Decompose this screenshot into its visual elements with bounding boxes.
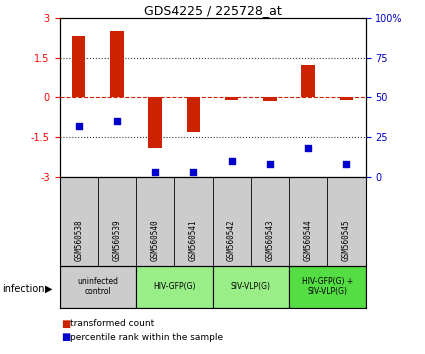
Bar (225, 97, 238, 100)
Point (343, 161, 350, 167)
Point (75, 123, 82, 129)
Text: SIV-VLP(G): SIV-VLP(G) (231, 282, 271, 291)
Text: HIV-GFP(G) +
SIV-VLP(G): HIV-GFP(G) + SIV-VLP(G) (302, 277, 353, 296)
Text: GSM560544: GSM560544 (303, 219, 313, 261)
Bar (72, 36, 85, 97)
Point (228, 158, 235, 164)
Bar (340, 97, 353, 100)
Text: GSM560539: GSM560539 (112, 219, 122, 261)
Text: ■: ■ (62, 319, 71, 329)
Bar (187, 97, 200, 132)
Text: infection: infection (2, 284, 45, 293)
Bar (148, 97, 162, 148)
Text: ■: ■ (62, 332, 71, 342)
Bar (263, 97, 277, 101)
Bar (60, 266, 136, 308)
Text: GSM560538: GSM560538 (74, 219, 83, 261)
Text: uninfected
control: uninfected control (77, 277, 118, 296)
Text: GSM560542: GSM560542 (227, 219, 236, 261)
Text: GSM560543: GSM560543 (265, 219, 275, 261)
Point (266, 161, 273, 167)
Point (113, 119, 120, 124)
Point (152, 170, 159, 175)
Text: GSM560541: GSM560541 (189, 219, 198, 261)
Bar (212, 266, 289, 308)
Point (190, 170, 197, 175)
Text: GSM560540: GSM560540 (150, 219, 160, 261)
Point (305, 145, 312, 151)
Bar (301, 65, 315, 97)
Title: GDS4225 / 225728_at: GDS4225 / 225728_at (144, 4, 281, 17)
Text: percentile rank within the sample: percentile rank within the sample (70, 332, 223, 342)
Bar (110, 31, 124, 97)
Bar (136, 266, 212, 308)
Text: ▶: ▶ (45, 284, 52, 293)
Text: GSM560545: GSM560545 (342, 219, 351, 261)
Text: HIV-GFP(G): HIV-GFP(G) (153, 282, 196, 291)
Text: transformed count: transformed count (70, 319, 154, 329)
Bar (289, 266, 366, 308)
